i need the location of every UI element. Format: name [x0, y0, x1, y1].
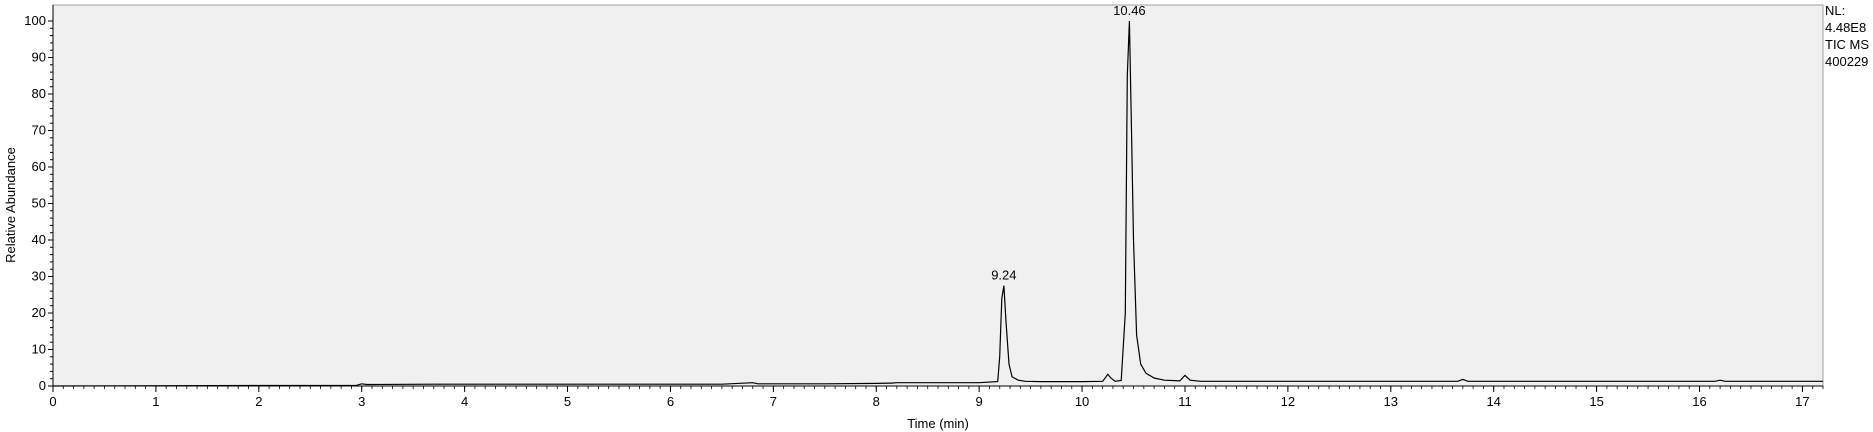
x-tick-label: 16 — [1692, 394, 1706, 409]
info-line: TIC MS — [1825, 37, 1869, 52]
y-tick-label: 70 — [32, 123, 46, 138]
info-line: 400229 — [1825, 54, 1868, 69]
series-line-tic — [52, 20, 1823, 387]
y-tick-label: 30 — [32, 269, 46, 284]
info-line: NL: — [1825, 3, 1845, 18]
x-axis-title: Time (min) — [907, 416, 969, 431]
y-tick-label: 20 — [32, 305, 46, 320]
x-tick-label: 2 — [255, 394, 262, 409]
x-tick-label: 3 — [358, 394, 365, 409]
y-tick-label: 100 — [24, 13, 46, 28]
y-tick-label: 50 — [32, 196, 46, 211]
x-tick-label: 15 — [1589, 394, 1603, 409]
y-tick-label: 80 — [32, 86, 46, 101]
peak-labels: 9.24 10.46 — [991, 3, 1145, 283]
y-tick-label: 0 — [39, 378, 46, 393]
x-tick-label: 5 — [564, 394, 571, 409]
x-tick-label: 6 — [667, 394, 674, 409]
x-tick-label: 8 — [873, 394, 880, 409]
y-tick-label: 60 — [32, 159, 46, 174]
y-tick-label: 40 — [32, 232, 46, 247]
plot-area — [52, 4, 1824, 387]
x-axis-ticks: 0 1 2 3 4 5 6 7 8 9 10 11 12 13 14 15 16 17 — [49, 386, 1824, 409]
x-tick-label: 4 — [461, 394, 468, 409]
x-tick-label: 0 — [49, 394, 56, 409]
info-line: 4.48E8 — [1825, 20, 1866, 35]
y-axis-ticks: 0 10 20 30 40 50 60 70 80 90 100 — [24, 13, 53, 393]
x-tick-label: 17 — [1795, 394, 1809, 409]
x-tick-label: 10 — [1075, 394, 1089, 409]
x-tick-label: 9 — [976, 394, 983, 409]
x-tick-label: 1 — [152, 394, 159, 409]
x-tick-label: 13 — [1384, 394, 1398, 409]
peak-label: 9.24 — [991, 268, 1016, 283]
peak-label: 10.46 — [1113, 3, 1146, 18]
x-tick-label: 7 — [770, 394, 777, 409]
info-block: NL: 4.48E8 TIC MS 400229 — [1825, 3, 1869, 69]
y-tick-label: 10 — [32, 342, 46, 357]
x-tick-label: 12 — [1281, 394, 1295, 409]
x-tick-label: 11 — [1178, 394, 1192, 409]
y-axis-title: Relative Abundance — [3, 147, 18, 263]
x-tick-label: 14 — [1486, 394, 1500, 409]
y-tick-label: 90 — [32, 50, 46, 65]
